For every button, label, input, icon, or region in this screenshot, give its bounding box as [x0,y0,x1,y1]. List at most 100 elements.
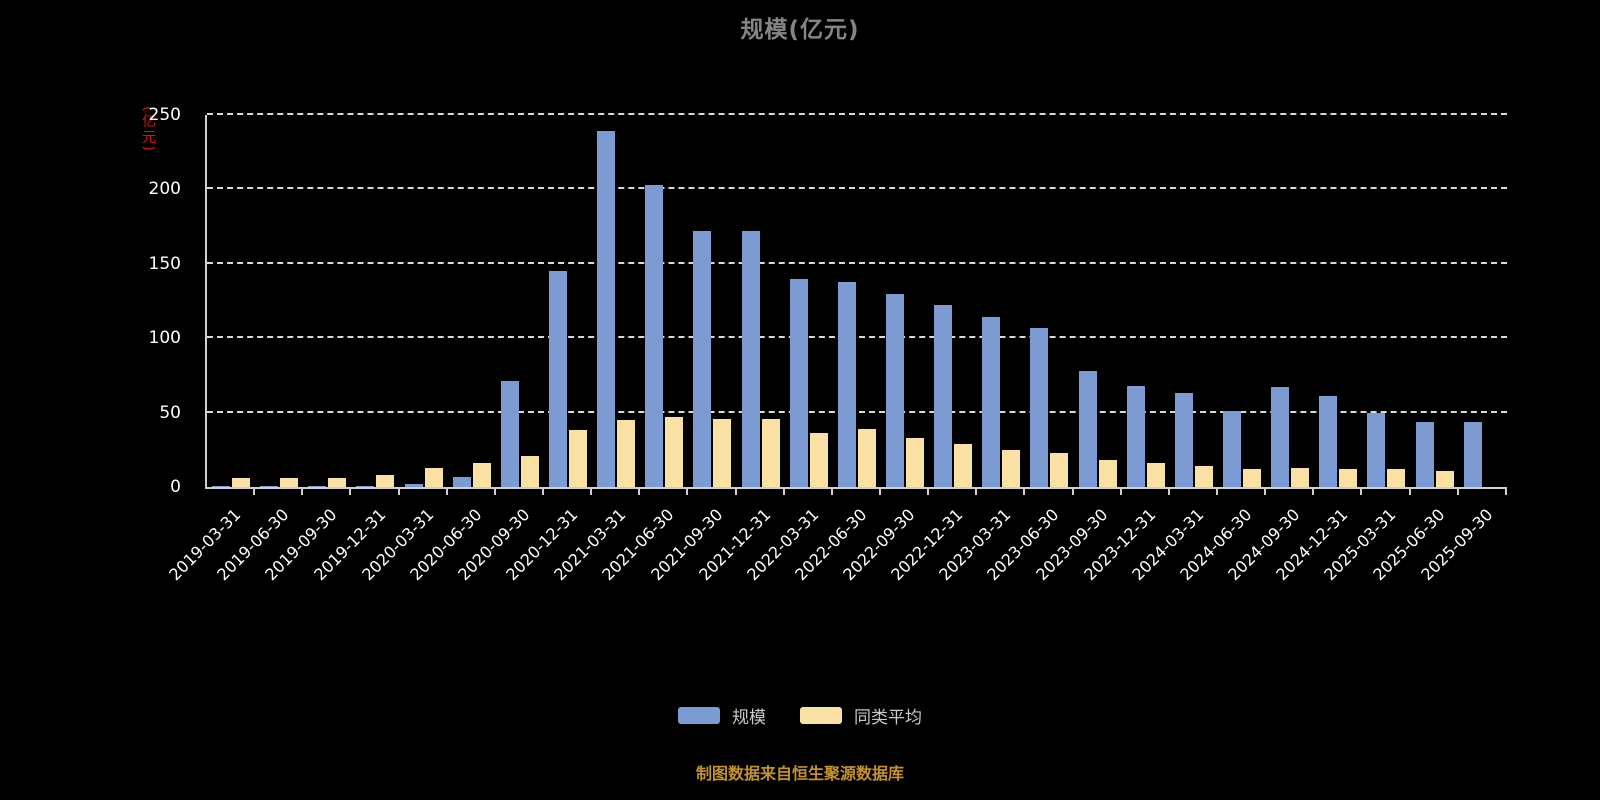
bar-规模[interactable] [500,381,519,487]
bar-规模[interactable] [308,485,327,487]
bar-规模[interactable] [1030,327,1049,487]
bar-同类平均[interactable] [569,430,588,487]
bar-规模[interactable] [452,476,471,487]
bar-规模[interactable] [837,281,856,487]
bar-规模[interactable] [1415,421,1434,487]
bar-规模[interactable] [1174,393,1193,487]
y-tick-label: 150 [148,253,181,274]
bar-同类平均[interactable] [1339,469,1358,487]
bar-规模[interactable] [934,305,953,487]
bar-group [1314,396,1362,487]
bar-同类平均[interactable] [761,418,780,487]
bar-group [448,463,496,487]
bar-同类平均[interactable] [1002,449,1021,487]
gridline [207,113,1507,115]
bar-同类平均[interactable] [954,443,973,487]
x-tick-cell: 2020-12-31 [502,489,593,609]
bar-同类平均[interactable] [713,418,732,487]
legend-item-scale[interactable]: 规模 [678,703,766,728]
legend-swatch-peer-average [800,707,842,724]
bar-group [640,184,688,487]
bar-同类平均[interactable] [232,478,251,487]
bar-同类平均[interactable] [809,433,828,487]
bar-规模[interactable] [1463,421,1482,487]
bar-规模[interactable] [693,231,712,487]
x-tick-cell: 2019-06-30 [213,489,304,609]
x-tick-cell: 2019-12-31 [310,489,400,609]
bar-group [207,478,255,487]
bar-同类平均[interactable] [1387,469,1406,487]
bar-group [1411,421,1459,487]
x-tick-cell: 2024-09-30 [1224,489,1315,609]
bar-同类平均[interactable] [1194,466,1213,487]
x-tick-cell: 2024-12-31 [1273,489,1363,609]
bar-同类平均[interactable] [1050,452,1069,487]
x-tick-cell: 2024-03-31 [1128,489,1219,609]
bar-group [496,381,544,487]
bar-规模[interactable] [1126,385,1145,487]
y-axis-tick-labels: 0 50 100 150 200 250 [110,105,195,497]
x-tick-cell: 2023-12-31 [1080,489,1170,609]
bar-规模[interactable] [886,293,905,487]
bar-group [688,231,736,487]
bar-规模[interactable] [741,231,760,487]
gridline [207,410,1507,413]
bar-同类平均[interactable] [1291,467,1310,487]
x-axis-labels: 2019-03-31 2019-06-30 2019-09-30 2019-12-31… [165,489,1507,609]
x-tick-cell: 2023-06-30 [984,489,1074,609]
bar-同类平均[interactable] [376,475,395,487]
legend-label-scale: 规模 [732,708,766,728]
bar-group [977,317,1025,487]
bar-同类平均[interactable] [1243,469,1262,487]
bar-group [400,467,448,487]
bar-同类平均[interactable] [1146,463,1165,487]
bar-同类平均[interactable] [328,478,347,487]
y-tick-label: 250 [148,105,181,125]
bar-group [592,131,640,487]
bar-规模[interactable] [1319,396,1338,487]
bar-group [255,478,303,487]
bar-同类平均[interactable] [665,417,684,487]
x-tick-cell: 2021-06-30 [599,489,689,609]
x-tick-cell: 2022-09-30 [839,489,930,609]
bar-同类平均[interactable] [472,463,491,487]
x-tick-cell: 2019-09-30 [262,489,352,609]
bar-同类平均[interactable] [280,478,299,487]
y-tick-label: 100 [148,328,181,349]
bar-规模[interactable] [212,485,231,487]
plot-area [205,113,1507,489]
bar-group [544,271,592,487]
bar-规模[interactable] [549,271,568,487]
bar-规模[interactable] [356,485,375,487]
bar-同类平均[interactable] [857,428,876,487]
bar-规模[interactable] [1271,387,1290,487]
bar-同类平均[interactable] [1435,470,1454,487]
bar-规模[interactable] [260,485,279,487]
bar-规模[interactable] [404,484,423,487]
legend-item-peer-average[interactable]: 同类平均 [800,703,922,728]
x-tick-cell: 2022-06-30 [791,489,882,609]
bar-同类平均[interactable] [1098,460,1117,487]
bar-规模[interactable] [645,184,664,487]
legend-swatch-scale [678,707,720,724]
bar-group [1266,387,1314,487]
bar-group [1025,327,1073,487]
bar-规模[interactable] [982,317,1001,487]
data-source-note: 制图数据来自恒生聚源数据库 [695,764,904,783]
bar-规模[interactable] [1367,412,1386,487]
bar-group [1459,421,1507,487]
x-tick-cell: 2021-09-30 [647,489,737,609]
bar-同类平均[interactable] [424,467,443,487]
bar-group [785,278,833,487]
y-tick-label: 200 [148,179,181,200]
bar-同类平均[interactable] [520,455,539,487]
bar-同类平均[interactable] [617,420,636,487]
bar-规模[interactable] [597,131,616,487]
bar-规模[interactable] [789,278,808,487]
x-tick-cell: 2025-06-30 [1369,489,1459,609]
x-tick-cell: 2023-09-30 [1032,489,1122,609]
bar-同类平均[interactable] [906,437,925,487]
bar-规模[interactable] [1223,411,1242,487]
bar-规模[interactable] [1078,370,1097,487]
x-tick-cell: 2025-03-31 [1321,489,1411,609]
